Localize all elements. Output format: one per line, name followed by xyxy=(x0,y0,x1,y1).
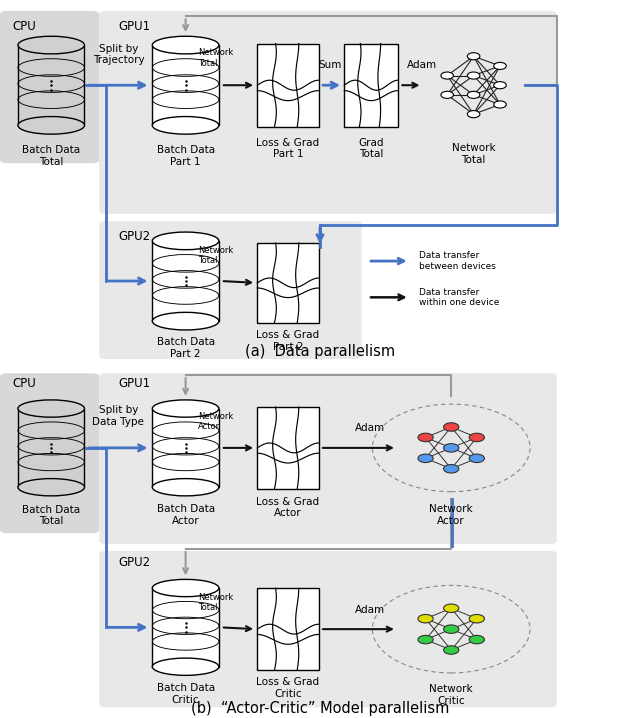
Text: Grad
Total: Grad Total xyxy=(358,138,384,159)
Text: CPU: CPU xyxy=(13,20,36,33)
Circle shape xyxy=(444,645,459,654)
Text: Batch Data
Total: Batch Data Total xyxy=(22,505,80,526)
Text: GPU2: GPU2 xyxy=(118,556,150,569)
Polygon shape xyxy=(152,45,219,126)
Polygon shape xyxy=(257,407,319,489)
Circle shape xyxy=(418,454,433,462)
Text: Adam: Adam xyxy=(407,60,438,70)
Text: Loss & Grad
Actor: Loss & Grad Actor xyxy=(257,497,319,518)
Polygon shape xyxy=(257,44,319,127)
Text: Split by
Data Type: Split by Data Type xyxy=(92,405,145,426)
Text: Adam: Adam xyxy=(355,424,385,434)
Ellipse shape xyxy=(152,400,219,417)
Text: GPU2: GPU2 xyxy=(118,230,150,243)
Circle shape xyxy=(444,444,459,452)
Circle shape xyxy=(441,72,454,79)
Ellipse shape xyxy=(152,116,219,134)
Polygon shape xyxy=(344,44,398,127)
Polygon shape xyxy=(257,588,319,670)
Circle shape xyxy=(441,91,454,98)
Circle shape xyxy=(467,52,480,60)
Circle shape xyxy=(418,615,433,623)
Text: Network
Total: Network Total xyxy=(198,48,234,67)
Circle shape xyxy=(418,635,433,644)
Text: Network
Actor: Network Actor xyxy=(198,411,234,431)
Text: CPU: CPU xyxy=(13,377,36,390)
FancyBboxPatch shape xyxy=(99,551,557,707)
Text: (a)  Data parallelism: (a) Data parallelism xyxy=(245,344,395,359)
Polygon shape xyxy=(18,45,84,126)
Circle shape xyxy=(493,82,506,89)
Text: Loss & Grad
Part 2: Loss & Grad Part 2 xyxy=(257,330,319,352)
Text: GPU1: GPU1 xyxy=(118,20,150,33)
Polygon shape xyxy=(18,409,84,488)
Polygon shape xyxy=(152,241,219,321)
Text: Network
Actor: Network Actor xyxy=(429,504,473,526)
Ellipse shape xyxy=(152,658,219,676)
Circle shape xyxy=(444,423,459,432)
Ellipse shape xyxy=(18,400,84,417)
Text: Batch Data
Critic: Batch Data Critic xyxy=(157,683,214,704)
FancyBboxPatch shape xyxy=(99,221,362,359)
Ellipse shape xyxy=(152,232,219,250)
Ellipse shape xyxy=(18,479,84,496)
Text: Sum: Sum xyxy=(318,60,341,70)
Text: Network
Total: Network Total xyxy=(198,246,234,266)
Circle shape xyxy=(469,433,484,442)
Circle shape xyxy=(469,454,484,462)
Text: Data transfer
between devices: Data transfer between devices xyxy=(419,251,496,271)
Ellipse shape xyxy=(152,579,219,597)
Text: Batch Data
Part 1: Batch Data Part 1 xyxy=(157,145,214,167)
Text: Network
Total: Network Total xyxy=(198,593,234,612)
Ellipse shape xyxy=(152,36,219,54)
Text: GPU1: GPU1 xyxy=(118,377,150,390)
Circle shape xyxy=(493,62,506,70)
Polygon shape xyxy=(257,243,319,322)
Circle shape xyxy=(444,625,459,633)
Circle shape xyxy=(493,101,506,108)
Ellipse shape xyxy=(152,479,219,496)
Circle shape xyxy=(418,433,433,442)
Text: (b)  “Actor-Critic” Model parallelism: (b) “Actor-Critic” Model parallelism xyxy=(191,701,449,717)
FancyBboxPatch shape xyxy=(99,11,557,214)
Text: Batch Data
Total: Batch Data Total xyxy=(22,145,80,167)
FancyBboxPatch shape xyxy=(0,373,99,533)
Text: Data transfer
within one device: Data transfer within one device xyxy=(419,288,500,307)
Polygon shape xyxy=(152,588,219,667)
Circle shape xyxy=(469,635,484,644)
Ellipse shape xyxy=(18,36,84,54)
Text: Split by
Trajectory: Split by Trajectory xyxy=(93,44,144,65)
Text: Network
Total: Network Total xyxy=(452,144,495,165)
Circle shape xyxy=(444,465,459,473)
Circle shape xyxy=(467,91,480,98)
FancyBboxPatch shape xyxy=(99,373,557,544)
Circle shape xyxy=(467,72,480,79)
Text: Batch Data
Actor: Batch Data Actor xyxy=(157,504,214,526)
Text: Adam: Adam xyxy=(355,605,385,615)
Circle shape xyxy=(467,111,480,118)
Circle shape xyxy=(469,615,484,623)
Circle shape xyxy=(444,604,459,612)
Polygon shape xyxy=(152,409,219,488)
Text: Loss & Grad
Part 1: Loss & Grad Part 1 xyxy=(257,138,319,159)
Ellipse shape xyxy=(152,312,219,330)
FancyBboxPatch shape xyxy=(0,11,99,163)
Ellipse shape xyxy=(18,116,84,134)
Text: Loss & Grad
Critic: Loss & Grad Critic xyxy=(257,677,319,699)
Text: Network
Critic: Network Critic xyxy=(429,684,473,706)
Text: Batch Data
Part 2: Batch Data Part 2 xyxy=(157,337,214,359)
